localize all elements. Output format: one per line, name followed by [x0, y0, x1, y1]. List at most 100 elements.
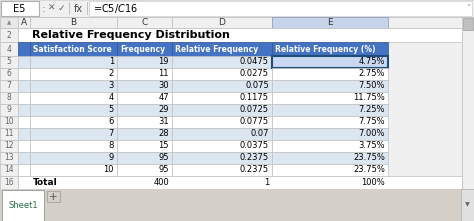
Bar: [30, 80, 117, 92]
Text: 0.07: 0.07: [250, 130, 269, 139]
Text: 7.25%: 7.25%: [358, 105, 385, 114]
Text: 2: 2: [7, 30, 11, 40]
Text: fx: fx: [73, 4, 82, 13]
Bar: [462, 80, 474, 92]
Bar: [0, 152, 18, 164]
Bar: [272, 92, 388, 104]
Bar: [117, 80, 172, 92]
Text: Relative Frequency: Relative Frequency: [175, 44, 258, 53]
Bar: [117, 164, 172, 176]
Bar: [462, 164, 474, 176]
Bar: [462, 104, 474, 116]
Bar: [117, 42, 172, 56]
Bar: [172, 104, 272, 116]
Text: ▲: ▲: [7, 20, 11, 25]
Text: ˅: ˅: [466, 4, 470, 13]
Bar: [0, 17, 474, 28]
Bar: [272, 128, 388, 140]
Bar: [18, 80, 30, 92]
Text: 1: 1: [264, 178, 269, 187]
Text: 3.75%: 3.75%: [358, 141, 385, 151]
Text: ✕: ✕: [48, 4, 56, 13]
Text: A: A: [21, 18, 27, 27]
Text: 16: 16: [4, 178, 14, 187]
Bar: [172, 152, 272, 164]
Bar: [30, 68, 117, 80]
Bar: [87, 2, 88, 15]
Text: Total: Total: [33, 178, 58, 187]
Bar: [172, 56, 272, 68]
Text: D: D: [219, 18, 226, 27]
Text: 11: 11: [158, 69, 169, 78]
Text: 4.75%: 4.75%: [358, 57, 385, 67]
Bar: [18, 128, 30, 140]
Text: 9: 9: [109, 154, 114, 162]
Text: 23.75%: 23.75%: [353, 166, 385, 175]
Text: 12: 12: [4, 141, 14, 151]
Bar: [172, 80, 272, 92]
Bar: [18, 68, 30, 80]
Bar: [117, 140, 172, 152]
Bar: [0, 189, 474, 221]
Text: 29: 29: [158, 105, 169, 114]
Bar: [0, 128, 18, 140]
Bar: [0, 42, 18, 56]
Text: 0.0475: 0.0475: [240, 57, 269, 67]
Bar: [89, 1, 472, 16]
Bar: [117, 128, 172, 140]
Text: 13: 13: [4, 154, 14, 162]
Text: 10: 10: [103, 166, 114, 175]
Bar: [272, 56, 388, 68]
Bar: [117, 17, 172, 28]
Bar: [0, 0, 474, 17]
Bar: [30, 104, 117, 116]
Text: B: B: [71, 18, 77, 27]
Bar: [0, 28, 18, 42]
Text: 31: 31: [158, 118, 169, 126]
Text: 30: 30: [158, 82, 169, 91]
Bar: [0, 17, 18, 28]
Bar: [172, 68, 272, 80]
Text: 0.075: 0.075: [245, 82, 269, 91]
Text: 7.00%: 7.00%: [358, 130, 385, 139]
Text: 7: 7: [7, 82, 11, 91]
Bar: [18, 92, 30, 104]
Text: +: +: [49, 192, 57, 202]
Bar: [172, 128, 272, 140]
Bar: [462, 116, 474, 128]
Text: Relative Frequency Distribution: Relative Frequency Distribution: [32, 30, 230, 40]
Text: 11.75%: 11.75%: [353, 93, 385, 103]
Bar: [172, 164, 272, 176]
Text: 100%: 100%: [361, 178, 385, 187]
Text: E5: E5: [13, 4, 25, 13]
Bar: [30, 152, 117, 164]
Text: 5: 5: [109, 105, 114, 114]
Bar: [30, 128, 117, 140]
Text: 0.0725: 0.0725: [240, 105, 269, 114]
Text: Satisfaction Score: Satisfaction Score: [33, 44, 112, 53]
Bar: [0, 116, 18, 128]
Text: E: E: [327, 18, 333, 27]
Text: 23.75%: 23.75%: [353, 154, 385, 162]
Bar: [0, 92, 18, 104]
Bar: [462, 17, 474, 189]
Text: ▼: ▼: [465, 202, 469, 208]
Bar: [272, 152, 388, 164]
Text: C: C: [141, 18, 147, 27]
Text: 0.2375: 0.2375: [240, 154, 269, 162]
Bar: [117, 104, 172, 116]
Text: 95: 95: [158, 166, 169, 175]
Bar: [1, 1, 39, 16]
Bar: [384, 189, 462, 221]
Bar: [2, 190, 44, 221]
Text: 8: 8: [109, 141, 114, 151]
Bar: [117, 68, 172, 80]
Bar: [18, 116, 30, 128]
Bar: [462, 176, 474, 189]
Bar: [462, 140, 474, 152]
Text: ✓: ✓: [57, 4, 65, 13]
Text: 2: 2: [109, 69, 114, 78]
Bar: [117, 56, 172, 68]
Bar: [18, 164, 30, 176]
Bar: [462, 42, 474, 56]
